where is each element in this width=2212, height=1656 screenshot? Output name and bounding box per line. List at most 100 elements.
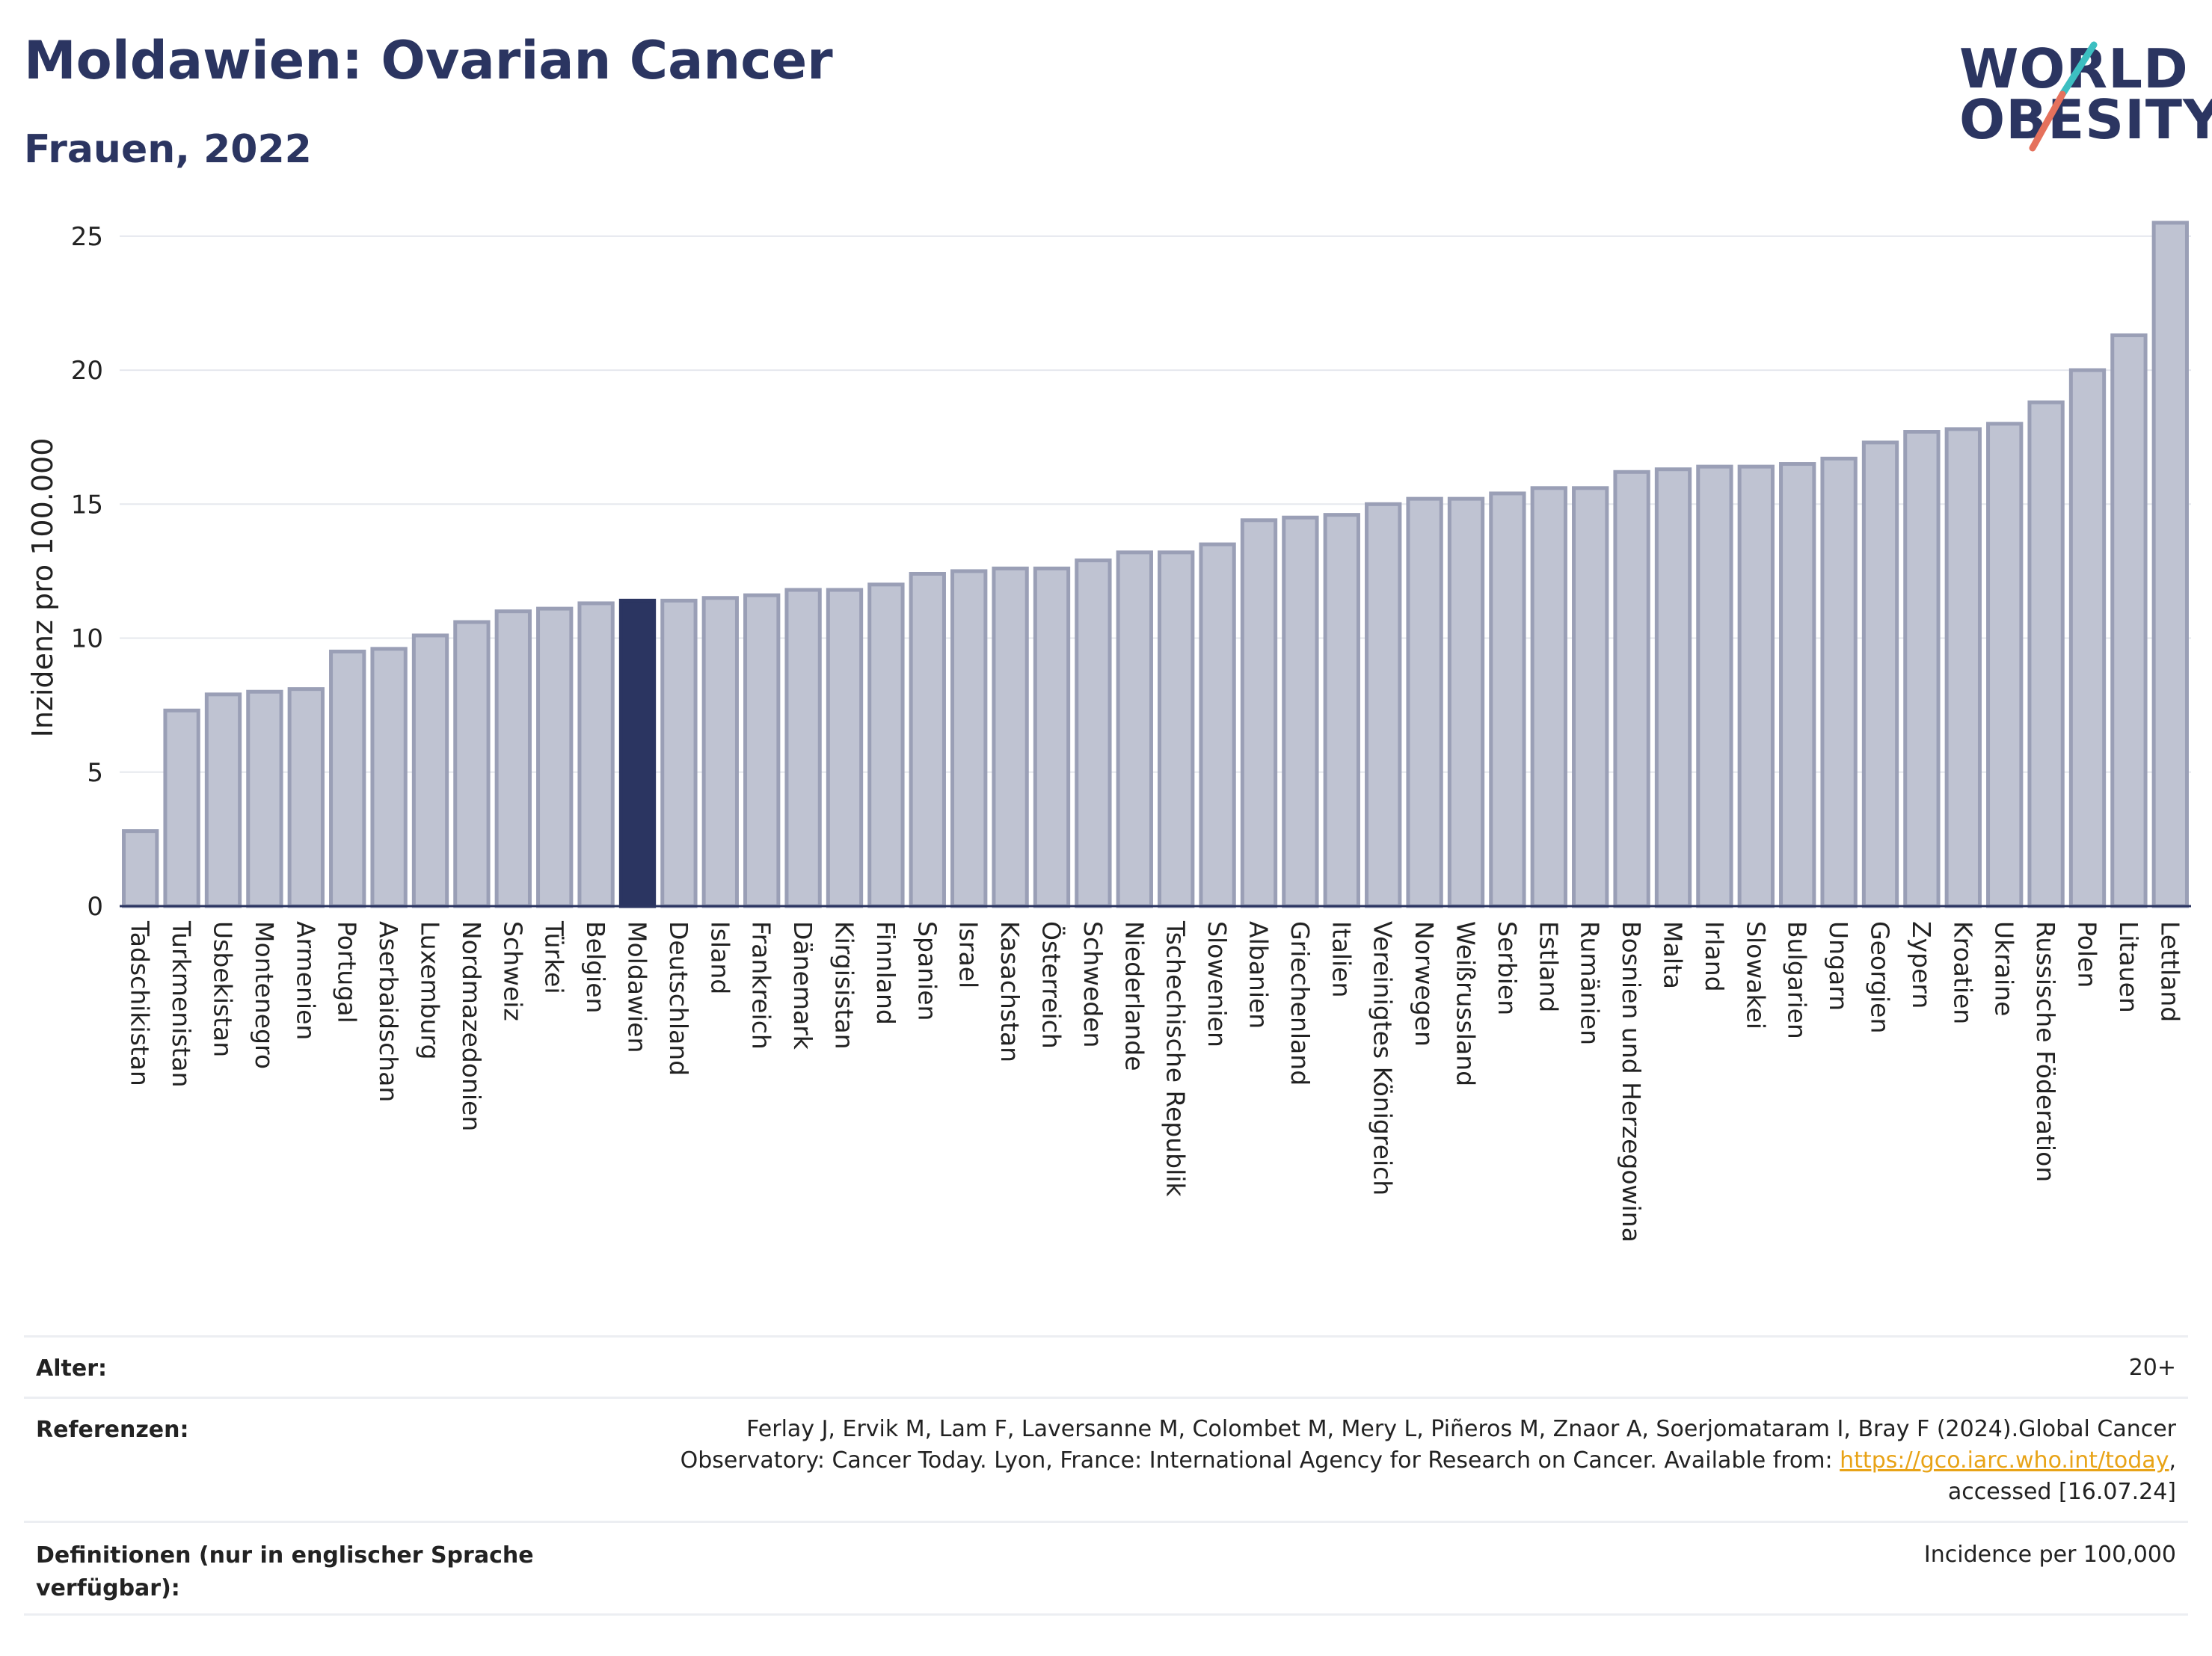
bar xyxy=(2027,400,2065,908)
x-tick-label: Schweiz xyxy=(498,921,527,1021)
bars xyxy=(122,221,2189,908)
meta-ref-line1: Ferlay J, Ervik M, Lam F, Laversanne M, … xyxy=(746,1416,2176,1442)
bar xyxy=(536,606,574,908)
meta-bottom-border xyxy=(24,1613,2188,1616)
bar xyxy=(1530,486,1567,908)
bar xyxy=(1820,456,1858,908)
bar xyxy=(701,596,739,908)
y-axis-label: Inzidenz pro 100.000 xyxy=(26,438,59,738)
bar xyxy=(1654,467,1692,908)
bar xyxy=(494,609,532,908)
bar xyxy=(1861,440,1899,908)
x-tick-label: Finnland xyxy=(871,921,900,1025)
x-tick-label: Weißrussland xyxy=(1451,921,1481,1086)
x-tick-label: Luxemburg xyxy=(416,921,445,1059)
x-tick-label: Vereinigtes Königreich xyxy=(1368,921,1398,1195)
bar xyxy=(411,633,449,908)
x-tick-label: Niederlande xyxy=(1119,921,1149,1071)
meta-row-age: Alter: 20+ xyxy=(24,1335,2188,1399)
bar xyxy=(1903,430,1941,908)
x-tick-label: Israel xyxy=(954,921,983,988)
x-tick-label: Portugal xyxy=(333,921,362,1024)
x-tick-label: Malta xyxy=(1659,921,1688,989)
meta-def-label: Definitionen (nur in englischer Sprache … xyxy=(36,1542,534,1601)
bar xyxy=(743,593,781,908)
bar xyxy=(1075,558,1112,908)
bar xyxy=(826,588,864,908)
x-tick-label: Tadschikistan xyxy=(126,920,155,1086)
bar xyxy=(1406,496,1443,908)
meta-ref-line2-text: Observatory: Cancer Today. Lyon, France:… xyxy=(680,1447,1840,1474)
bar xyxy=(370,647,408,908)
meta-age-value: 20+ xyxy=(2128,1355,2176,1381)
x-tick-label: Estland xyxy=(1534,921,1563,1012)
bar xyxy=(1240,518,1278,908)
bar xyxy=(1696,464,1733,908)
bar xyxy=(950,569,988,908)
logo-word-world: WORLD xyxy=(1959,37,2189,100)
x-tick-label: Kirgisistan xyxy=(830,921,859,1050)
bar xyxy=(453,620,491,908)
reference-link[interactable]: https://gco.iarc.who.int/today xyxy=(1840,1447,2169,1474)
x-tick-label: Türkei xyxy=(540,920,569,994)
y-tick-label: 20 xyxy=(71,356,103,386)
x-tick-label: Bulgarien xyxy=(1783,921,1812,1039)
x-ticks: Tadschikistan Turkmenistan Usbekistan Monte… xyxy=(126,920,2185,1243)
bar xyxy=(1158,550,1195,908)
y-tick-label: 5 xyxy=(87,758,103,788)
bar xyxy=(204,692,242,908)
x-tick-label: Armenien xyxy=(291,921,320,1040)
x-tick-label: Kasachstan xyxy=(995,921,1024,1062)
meta-ref-line2-end: , xyxy=(2169,1447,2176,1474)
x-tick-label: Rumänien xyxy=(1576,921,1605,1045)
meta-ref-line2: Observatory: Cancer Today. Lyon, France:… xyxy=(606,1445,2176,1477)
meta-row-references: Referenzen: Ferlay J, Ervik M, Lam F, La… xyxy=(24,1397,2188,1523)
x-tick-label: Albanien xyxy=(1244,921,1274,1029)
bar xyxy=(329,649,366,908)
x-tick-label: Polen xyxy=(2073,921,2102,988)
x-tick-label: Dänemark xyxy=(788,921,817,1050)
meta-ref-label: Referenzen: xyxy=(36,1417,189,1443)
x-tick-label: Aserbaidschan xyxy=(374,921,403,1102)
bar xyxy=(2068,368,2107,908)
bar xyxy=(1613,470,1650,908)
bar xyxy=(1944,427,1982,908)
x-tick-label: Lettland xyxy=(2155,921,2184,1022)
bar xyxy=(2151,221,2189,908)
bar xyxy=(1033,566,1071,908)
x-tick-label: Österreich xyxy=(1037,921,1067,1049)
bar xyxy=(577,601,615,908)
x-tick-label: Zypern xyxy=(1907,921,1936,1009)
x-tick-label: Moldawien xyxy=(623,921,652,1053)
meta-row-definitions: Definitionen (nur in englischer Sprache … xyxy=(24,1521,2188,1616)
bar xyxy=(784,588,822,908)
x-tick-label: Turkmenistan xyxy=(167,920,196,1088)
x-tick-label: Slowakei xyxy=(1741,921,1770,1029)
bar xyxy=(909,572,946,908)
x-tick-label: Usbekistan xyxy=(209,921,238,1057)
x-tick-label: Spanien xyxy=(912,921,941,1021)
bar xyxy=(992,566,1029,908)
bar xyxy=(1572,486,1609,908)
x-tick-label: Ungarn xyxy=(1824,921,1853,1011)
x-tick-label: Bosnien und Herzegowina xyxy=(1617,921,1646,1243)
bar xyxy=(1447,496,1485,908)
x-tick-label: Italien xyxy=(1327,921,1356,997)
bar xyxy=(1199,542,1236,908)
x-tick-label: Russische Föderation xyxy=(2031,921,2060,1182)
bar xyxy=(122,829,159,908)
x-tick-label: Belgien xyxy=(581,921,610,1013)
bar xyxy=(1737,464,1775,908)
bar xyxy=(163,708,200,908)
page-subtitle: Frauen, 2022 xyxy=(24,127,312,172)
y-tick-label: 25 xyxy=(71,222,103,252)
bar xyxy=(1323,513,1360,908)
meta-ref-value: Ferlay J, Ervik M, Lam F, Laversanne M, … xyxy=(606,1414,2176,1508)
x-tick-label: Serbien xyxy=(1493,921,1522,1015)
bar xyxy=(867,582,905,908)
logo-word-obesity: OBESITY xyxy=(1959,88,2212,151)
x-tick-label: Irland xyxy=(1700,921,1729,992)
y-ticks: 0 5 10 15 20 25 xyxy=(71,222,103,922)
y-tick-label: 0 xyxy=(87,892,103,922)
bar xyxy=(618,598,657,908)
